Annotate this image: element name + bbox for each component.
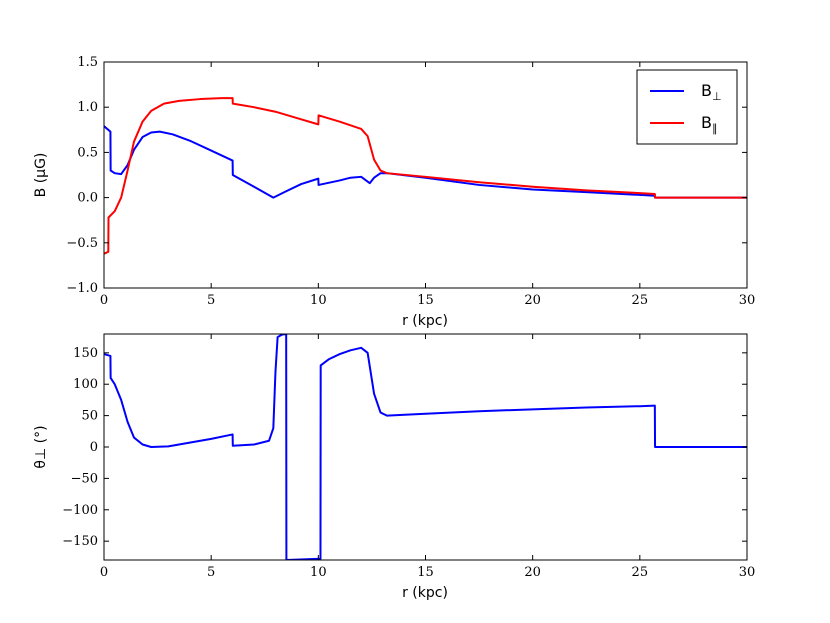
- legend-label-b-perp-sub: ⊥: [712, 90, 722, 103]
- top-x-tick-label: 10: [310, 293, 327, 308]
- top-series-layer: [104, 97, 747, 255]
- top-series-line-1: [104, 97, 747, 255]
- bottom-x-tick-label: 5: [207, 565, 215, 580]
- legend-label-b-par-sub: ∥: [712, 122, 718, 135]
- top-x-axis-label: r (kpc): [402, 313, 448, 329]
- top-x-tick-label: 0: [100, 293, 108, 308]
- top-ticks-layer: 0 5 10 15 20 25 30 −1.0 −0.5 0.0 0.5 1.0 1.5: [66, 55, 755, 308]
- bottom-y-tick-label: −50: [71, 471, 98, 486]
- bottom-panel: 0 5 10 15 20 25 30 −150 −100 −50 0 50 100 150 r (kpc)…: [33, 333, 755, 601]
- bottom-ticks-layer: 0 5 10 15 20 25 30 −150 −100 −50 0 50 100 150: [62, 334, 755, 580]
- bottom-y-tick-label: 0: [90, 440, 98, 455]
- bottom-y-tick-label: 150: [73, 346, 98, 361]
- top-y-tick-label: −1.0: [66, 281, 98, 296]
- bottom-x-tick-label: 0: [100, 565, 108, 580]
- top-x-tick-label: 30: [739, 293, 756, 308]
- bottom-x-tick-label: 10: [310, 565, 327, 580]
- bottom-y-tick-label: 50: [81, 409, 98, 424]
- legend: B⊥ B∥: [636, 69, 738, 145]
- top-y-tick-label: −0.5: [66, 236, 98, 251]
- bottom-y-axis-label: θ⊥ (°): [33, 425, 49, 468]
- bottom-y-tick-label: 100: [73, 377, 98, 392]
- legend-label-b-par: B∥: [701, 113, 717, 135]
- top-y-tick-label: 0.0: [77, 191, 98, 206]
- bottom-x-axis-label: r (kpc): [402, 585, 448, 601]
- legend-label-b-perp: B⊥: [701, 81, 722, 103]
- top-y-axis-label: B (μG): [33, 153, 49, 198]
- top-panel: 0 5 10 15 20 25 30 −1.0 −0.5 0.0 0.5 1.0 1.5 r (kpc)…: [33, 55, 755, 329]
- bottom-x-tick-label: 20: [524, 565, 541, 580]
- top-x-tick-label: 5: [207, 293, 215, 308]
- top-x-tick-label: 20: [524, 293, 541, 308]
- top-x-tick-label: 15: [417, 293, 434, 308]
- legend-frame: [636, 69, 738, 145]
- bottom-x-tick-label: 30: [739, 565, 756, 580]
- bottom-x-tick-label: 15: [417, 565, 434, 580]
- legend-label-b-perp-main: B: [701, 81, 712, 100]
- top-x-tick-label: 25: [632, 293, 649, 308]
- top-y-tick-label: 1.5: [77, 55, 98, 70]
- top-y-tick-label: 0.5: [77, 145, 98, 160]
- top-y-tick-label: 1.0: [77, 100, 98, 115]
- legend-label-b-par-main: B: [701, 113, 712, 132]
- bottom-x-tick-label: 25: [632, 565, 649, 580]
- bottom-y-tick-label: −150: [62, 534, 98, 549]
- bottom-y-tick-label: −100: [62, 503, 98, 518]
- top-series-line-0: [104, 125, 747, 199]
